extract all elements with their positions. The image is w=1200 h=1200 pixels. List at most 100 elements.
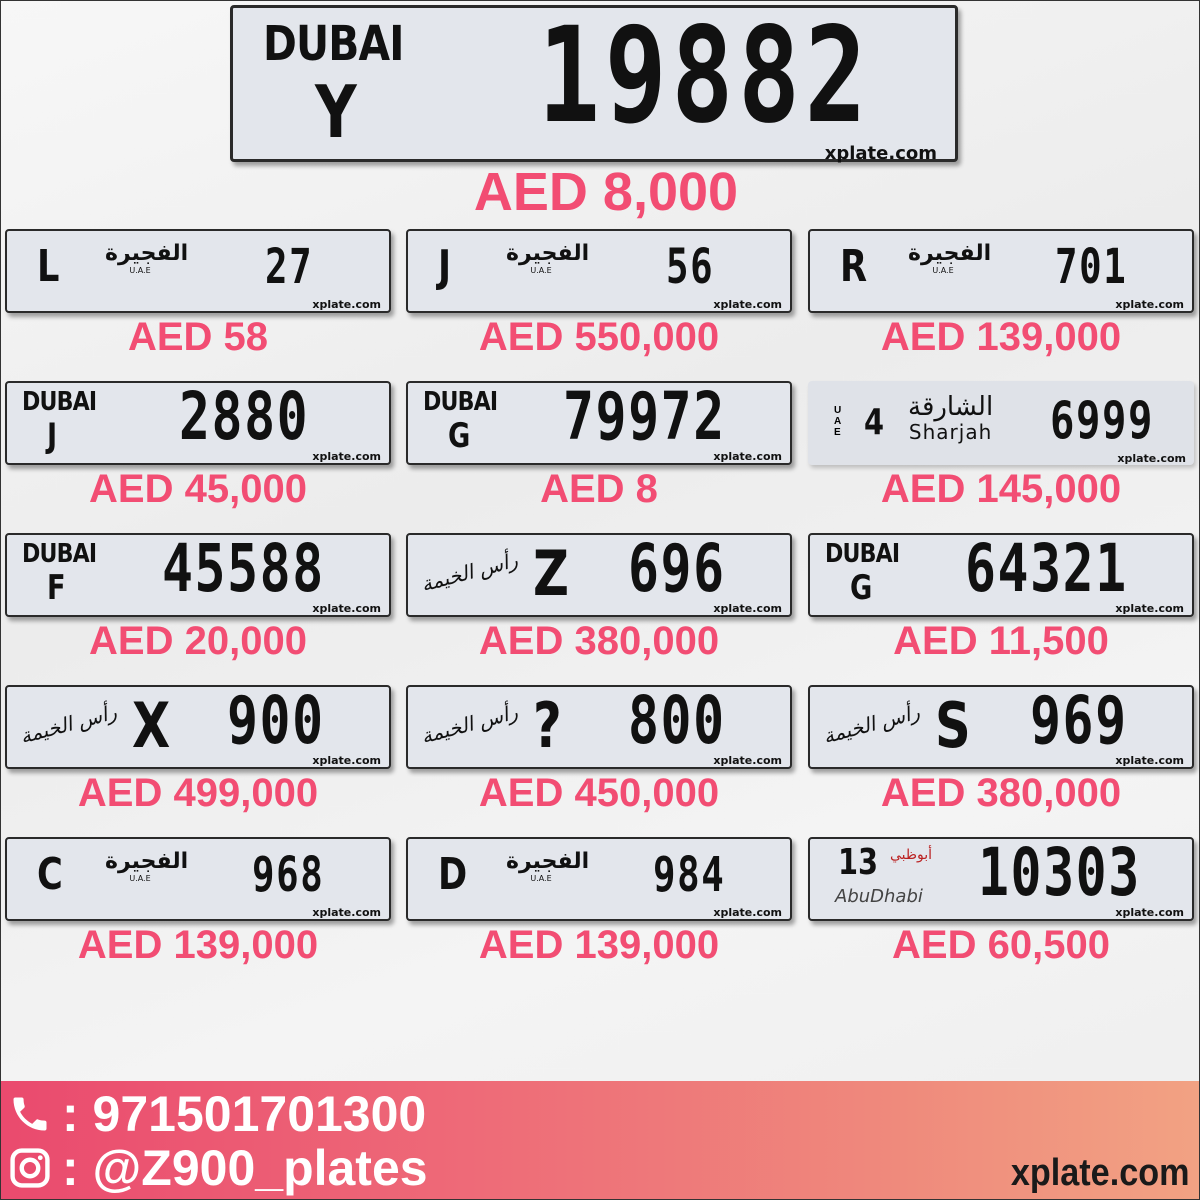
emblem-arabic: أبوظبي <box>890 847 933 863</box>
plate-number: 64321 <box>965 530 1128 607</box>
emblem-uae: U.A.E <box>530 874 552 884</box>
watermark: xplate.com <box>312 906 381 919</box>
abu-dhabi-emblem: أبوظبي AbuDhabi <box>835 847 932 908</box>
plate-code: J <box>438 241 452 292</box>
plate-dubai[interactable]: DUBAI G 64321 xplate.com <box>808 533 1194 617</box>
emblem-arabic: الفجيرة <box>506 241 590 266</box>
dubai-logo: DUBAI <box>22 539 97 569</box>
watermark: xplate.com <box>1115 906 1184 919</box>
ras-al-khaimah-emblem: رأس الخيمة <box>820 699 923 749</box>
plate-code: 4 <box>864 402 885 443</box>
plate-code: Z <box>533 537 569 610</box>
plate-price: AED 139,000 <box>77 923 319 967</box>
plate-code: S <box>935 689 971 762</box>
plate-rak[interactable]: رأس الخيمة? 800 xplate.com <box>406 685 792 769</box>
plate-number: 968 <box>252 847 325 903</box>
plate-number: 27 <box>265 239 314 295</box>
plate-code: D <box>438 849 468 900</box>
plate-rak[interactable]: رأس الخيمة S 969 xplate.com <box>808 685 1194 769</box>
fujairah-emblem: الفجيرة U.A.E <box>908 241 991 276</box>
emblem-arabic: الشارقة <box>908 392 994 422</box>
plate-price: AED 45,000 <box>89 467 307 511</box>
featured-plate[interactable]: DUBAI Y 19882 xplate.com <box>230 5 958 164</box>
ras-al-khaimah-emblem: رأس الخيمة <box>418 699 521 749</box>
plate-dubai[interactable]: DUBAI J 2880 xplate.com <box>5 381 391 465</box>
plate-fujairah[interactable]: J الفجيرة U.A.E 56 xplate.com <box>406 229 792 313</box>
watermark: xplate.com <box>824 143 937 164</box>
site-name[interactable]: xplate.com <box>1011 1152 1190 1194</box>
instagram-icon <box>10 1148 50 1188</box>
plate-price: AED 8 <box>540 467 658 511</box>
featured-price: AED 8,000 <box>473 162 739 222</box>
phone-number: : 971501701300 <box>62 1086 427 1142</box>
dubai-logo: DUBAI <box>825 539 900 569</box>
emblem-english: Sharjah <box>908 420 993 444</box>
watermark: xplate.com <box>312 602 381 615</box>
plate-fujairah[interactable]: L الفجيرة U.A.E 27 xplate.com <box>5 229 391 313</box>
plate-price: AED 139,000 <box>880 315 1122 359</box>
emblem-arabic: الفجيرة <box>105 849 189 874</box>
plate-number: 984 <box>653 847 726 903</box>
plate-fujairah[interactable]: C الفجيرة U.A.E 968 xplate.com <box>5 837 391 921</box>
instagram-handle: : @Z900_plates <box>62 1140 428 1196</box>
plate-price: AED 60,500 <box>892 923 1110 967</box>
plate-dubai[interactable]: DUBAI G 79972 xplate.com <box>406 381 792 465</box>
watermark: xplate.com <box>1115 754 1184 767</box>
watermark: xplate.com <box>713 602 782 615</box>
plate-rak[interactable]: رأس الخيمة Z 696 xplate.com <box>406 533 792 617</box>
plate-code: G <box>850 568 873 608</box>
plate-number: 696 <box>628 530 726 607</box>
contact-footer: : 971501701300 : @Z900_plates xplate.com <box>0 1081 1200 1200</box>
plate-price: AED 139,000 <box>478 923 720 967</box>
plate-price: AED 499,000 <box>77 771 319 815</box>
plate-code: F <box>47 568 66 608</box>
emblem-english: AbuDhabi <box>835 886 923 907</box>
plate-sharjah[interactable]: UAE 4 الشارقة Sharjah 6999 xplate.com <box>808 381 1194 465</box>
plate-code: X <box>132 689 171 762</box>
plate-code: C <box>37 849 63 900</box>
plate-code: R <box>840 241 868 292</box>
plate-price: AED 550,000 <box>478 315 720 359</box>
plate-number: 56 <box>666 239 715 295</box>
plate-number: 800 <box>628 682 726 759</box>
plate-price: AED 58 <box>127 315 269 359</box>
plate-number: 2880 <box>179 378 310 455</box>
plate-number: 900 <box>227 682 325 759</box>
plate-rak[interactable]: رأس الخيمة X 900 xplate.com <box>5 685 391 769</box>
phone-line[interactable]: : 971501701300 <box>8 1089 426 1139</box>
plate-price: AED 145,000 <box>880 467 1122 511</box>
plate-dubai[interactable]: DUBAI F 45588 xplate.com <box>5 533 391 617</box>
ras-al-khaimah-emblem: رأس الخيمة <box>17 699 120 749</box>
emblem-uae: U.A.E <box>129 266 151 276</box>
plate-price: AED 450,000 <box>478 771 720 815</box>
watermark: xplate.com <box>713 450 782 463</box>
uae-vertical: UAE <box>834 405 842 438</box>
watermark: xplate.com <box>312 754 381 767</box>
plate-code: G <box>448 416 471 456</box>
plate-abudhabi[interactable]: 13 أبوظبي AbuDhabi 10303 xplate.com <box>808 837 1194 921</box>
plate-code: J <box>47 416 58 456</box>
fujairah-emblem: الفجيرة U.A.E <box>506 241 590 276</box>
plate-fujairah[interactable]: D الفجيرة U.A.E 984 xplate.com <box>406 837 792 921</box>
emblem-uae: U.A.E <box>530 266 552 276</box>
watermark: xplate.com <box>713 754 782 767</box>
instagram-line[interactable]: : @Z900_plates <box>8 1143 428 1193</box>
plate-price: AED 380,000 <box>478 619 720 663</box>
emblem-arabic: الفجيرة <box>105 241 189 266</box>
plate-code: 13 <box>838 842 879 883</box>
watermark: xplate.com <box>312 450 381 463</box>
dubai-logo: DUBAI <box>423 387 498 417</box>
fujairah-emblem: الفجيرة U.A.E <box>105 241 189 276</box>
watermark: xplate.com <box>713 906 782 919</box>
plate-number: 10303 <box>978 834 1141 911</box>
watermark: xplate.com <box>1115 298 1184 311</box>
emblem-uae: U.A.E <box>932 266 954 276</box>
plate-fujairah[interactable]: R الفجيرة U.A.E 701 xplate.com <box>808 229 1194 313</box>
emblem-arabic: الفجيرة <box>506 849 590 874</box>
plate-code: Y <box>315 70 357 154</box>
dubai-logo: DUBAI <box>22 387 97 417</box>
plate-code: L <box>37 241 60 292</box>
plate-price: AED 11,500 <box>893 619 1109 663</box>
watermark: xplate.com <box>312 298 381 311</box>
fujairah-emblem: الفجيرة U.A.E <box>105 849 189 883</box>
